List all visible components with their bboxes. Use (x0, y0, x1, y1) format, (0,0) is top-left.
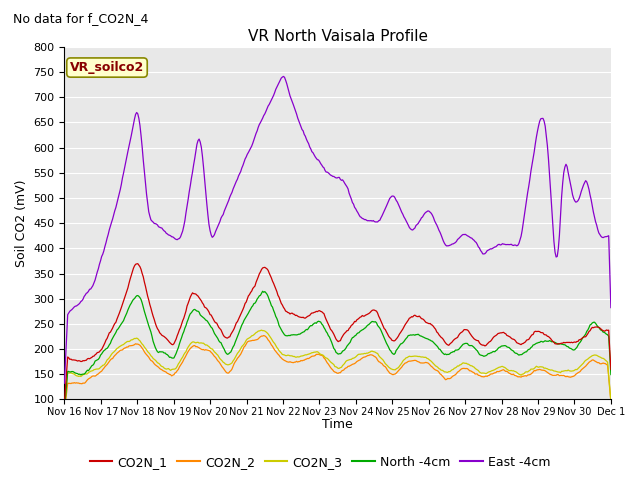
Text: VR_soilco2: VR_soilco2 (70, 61, 144, 74)
Legend: CO2N_1, CO2N_2, CO2N_3, North -4cm, East -4cm: CO2N_1, CO2N_2, CO2N_3, North -4cm, East… (85, 451, 555, 474)
Title: VR North Vaisala Profile: VR North Vaisala Profile (248, 29, 428, 44)
Text: No data for f_CO2N_4: No data for f_CO2N_4 (13, 12, 148, 25)
X-axis label: Time: Time (323, 419, 353, 432)
Y-axis label: Soil CO2 (mV): Soil CO2 (mV) (15, 180, 28, 267)
